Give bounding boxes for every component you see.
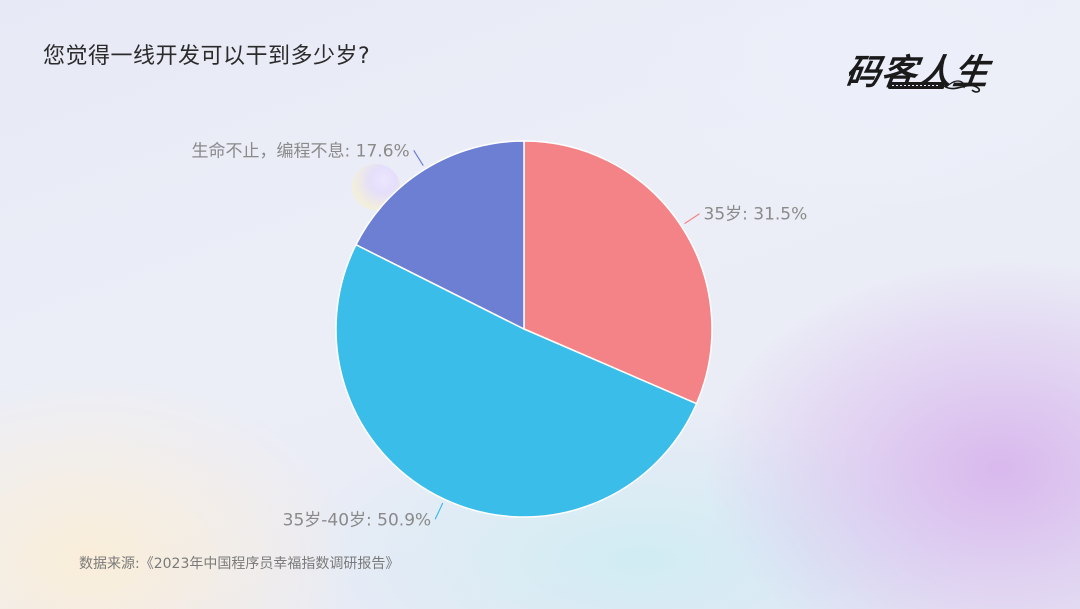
keyboard-icon — [888, 80, 981, 93]
data-label-0: 35岁: 31.5% — [704, 205, 808, 225]
pie-slice-2 — [354, 140, 525, 331]
leader-line-2 — [413, 149, 424, 166]
source-note: 数据来源:《2023年中国程序员幸福指数调研报告》 — [79, 556, 400, 572]
pie-slice-0 — [523, 140, 713, 405]
page-title: 您觉得一线开发可以干到多少岁? — [43, 44, 371, 69]
leader-line-1 — [434, 502, 444, 520]
brand-logo: 码客人生 — [843, 44, 993, 100]
pie-slice-1 — [335, 243, 698, 518]
data-label-2: 生命不止，编程不息: 17.6% — [192, 141, 410, 161]
leader-line-0 — [684, 213, 700, 225]
data-label-1: 35岁-40岁: 50.9% — [283, 510, 432, 530]
